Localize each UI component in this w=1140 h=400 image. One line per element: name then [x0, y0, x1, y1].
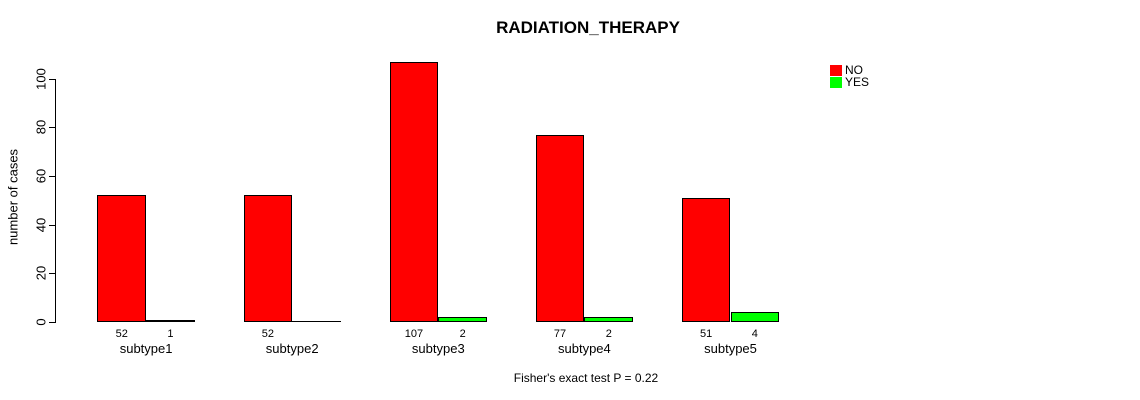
bar-value-label-subtype5-yes: 4 [751, 328, 758, 340]
bar-value-label-subtype1-yes: 1 [167, 328, 174, 340]
legend: NO YES [830, 63, 870, 89]
y-axis-tick [49, 273, 56, 275]
y-axis-tick [49, 322, 56, 323]
y-axis-tick [49, 175, 56, 177]
legend-label-no: NO [845, 63, 863, 78]
y-axis-tick [49, 127, 56, 129]
legend-swatch-yes [830, 76, 842, 88]
bar-value-label-subtype4-no: 77 [553, 328, 567, 340]
bar-value-label-subtype4-yes: 2 [605, 328, 612, 340]
y-axis-tick-label-text: 20 [33, 266, 49, 281]
bar-subtype4-yes [584, 317, 634, 322]
category-label-subtype3: subtype3 [411, 341, 465, 356]
bar-subtype3-no [389, 61, 439, 322]
bar-value-label-subtype3-yes: 2 [459, 328, 466, 340]
bar-subtype2-yes-zero [292, 321, 341, 322]
y-axis-tick-label-text: 80 [33, 120, 49, 135]
y-axis-tick-label-text: 0 [33, 318, 49, 326]
bar-subtype5-no [681, 197, 731, 322]
y-axis-tick-label-text: 40 [33, 217, 49, 232]
bar-subtype3-yes [438, 317, 487, 322]
bar-subtype1-yes [146, 319, 195, 322]
legend-entry-no: NO [830, 63, 869, 78]
y-axis-tick-label-text: 100 [33, 67, 49, 90]
y-axis-title-text: number of cases [5, 148, 21, 246]
legend-label-yes: YES [845, 74, 870, 89]
category-label-subtype2: subtype2 [265, 341, 319, 356]
y-axis-tick [49, 78, 56, 80]
bar-subtype4-no [535, 134, 585, 322]
bar-subtype5-yes [730, 312, 780, 322]
bar-value-label-subtype5-no: 51 [700, 328, 713, 340]
bar-value-label-subtype1-no: 52 [115, 328, 128, 340]
y-axis-tick-label-text: 60 [33, 168, 49, 184]
bar-value-label-subtype2-no: 52 [261, 328, 274, 340]
bar-subtype1-no [97, 195, 147, 322]
bar-value-label-subtype3-no: 107 [404, 328, 424, 340]
category-label-subtype1: subtype1 [119, 341, 173, 356]
y-axis-line [55, 78, 56, 322]
stat-test-annotation: Fisher's exact test P = 0.22 [513, 371, 659, 385]
legend-entry-yes: YES [830, 74, 870, 89]
category-label-subtype5: subtype5 [704, 341, 757, 356]
category-label-subtype4: subtype4 [558, 341, 611, 356]
chart-title: RADIATION_THERAPY [496, 18, 680, 37]
y-axis-tick [49, 224, 56, 226]
bar-subtype2-no [243, 195, 293, 322]
legend-swatch-no [830, 65, 842, 77]
